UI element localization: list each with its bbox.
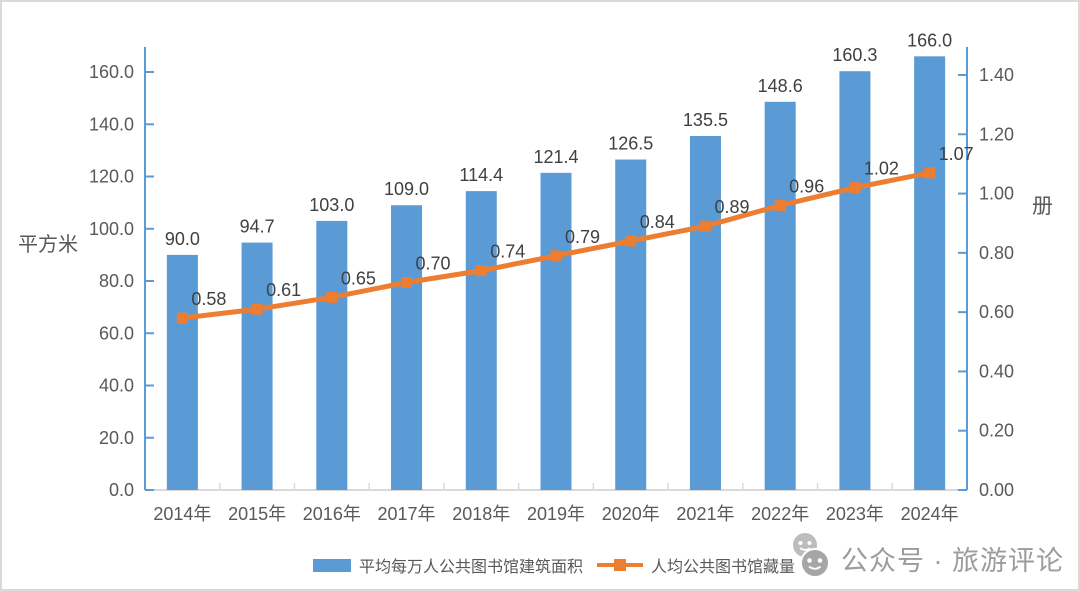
line-data-label: 0.65 xyxy=(341,268,376,288)
line-marker xyxy=(849,182,861,194)
x-axis-category-label: 2020年 xyxy=(602,504,660,524)
bar-data-label: 160.3 xyxy=(832,45,877,65)
line-marker xyxy=(774,199,786,211)
legend-label-line-series: 人均公共图书馆藏量 xyxy=(651,559,796,576)
left-axis-tick-label: 100.0 xyxy=(89,219,134,239)
left-axis-tick-label: 20.0 xyxy=(99,428,134,448)
x-axis-category-label: 2019年 xyxy=(527,504,585,524)
line-data-label: 0.58 xyxy=(191,289,226,309)
left-axis-title: 平方米 xyxy=(18,234,78,256)
line-data-label: 0.96 xyxy=(789,176,824,196)
right-axis-tick-label: 0.60 xyxy=(979,302,1014,322)
line-marker xyxy=(475,265,487,277)
line-marker xyxy=(699,220,711,232)
x-axis-category-label: 2016年 xyxy=(303,504,361,524)
x-axis-category-label: 2023年 xyxy=(826,504,884,524)
left-axis-tick-label: 0.0 xyxy=(109,480,134,500)
bar-data-label: 126.5 xyxy=(608,134,653,154)
line-marker xyxy=(924,167,936,179)
right-axis-tick-label: 1.20 xyxy=(979,124,1014,144)
line-data-label: 0.74 xyxy=(490,242,525,262)
bar-series-swatch-icon xyxy=(312,558,351,572)
x-axis-category-label: 2018年 xyxy=(452,504,510,524)
line-data-label: 0.61 xyxy=(266,280,301,300)
right-axis-tick-label: 0.00 xyxy=(979,480,1014,500)
legend-item-line-series: 人均公共图书馆藏量 xyxy=(597,553,795,577)
bar xyxy=(839,71,871,490)
x-axis-category-label: 2021年 xyxy=(676,504,734,524)
line-marker xyxy=(176,312,188,324)
left-axis-tick-label: 140.0 xyxy=(89,114,134,134)
left-axis-tick-label: 80.0 xyxy=(99,271,134,291)
left-axis-tick-label: 160.0 xyxy=(89,62,134,82)
line-data-label: 0.70 xyxy=(416,254,451,274)
left-axis-tick-label: 60.0 xyxy=(99,323,134,343)
bar xyxy=(540,172,572,490)
legend-item-bar-series: 平均每万人公共图书馆建筑面积 xyxy=(312,553,583,577)
line-data-label: 0.79 xyxy=(565,227,600,247)
chart-plot: 0.0 20.0 40.0 60.0 80.0 100.0 120.0 140.0 160.0 0… xyxy=(89,30,1014,524)
watermark-text: 公众号 · 旅游评论 xyxy=(841,545,1064,576)
x-axis-category-label: 2014年 xyxy=(153,504,211,524)
right-axis-tick-label: 1.40 xyxy=(979,65,1014,85)
legend-label-bar-series: 平均每万人公共图书馆建筑面积 xyxy=(358,559,583,576)
bar-data-label: 94.7 xyxy=(240,217,275,237)
right-axis-tick-label: 0.40 xyxy=(979,361,1014,381)
bar-data-label: 103.0 xyxy=(309,195,354,215)
bar xyxy=(166,254,198,490)
right-axis-tick-label: 0.80 xyxy=(979,243,1014,263)
bar xyxy=(615,159,647,491)
line-data-label: 0.89 xyxy=(714,197,749,217)
right-axis-title: 册 xyxy=(1032,195,1053,218)
bar xyxy=(465,191,497,490)
line-marker xyxy=(625,235,637,247)
right-axis-tick-label: 1.00 xyxy=(979,184,1014,204)
line-series-swatch-icon xyxy=(597,559,643,571)
x-axis-category-label: 2024年 xyxy=(901,504,959,524)
bar xyxy=(689,136,721,490)
bar-data-label: 148.6 xyxy=(758,76,803,96)
watermark: 公众号 · 旅游评论 xyxy=(789,532,1064,584)
left-axis-tick-label: 120.0 xyxy=(89,167,134,187)
line-marker xyxy=(326,291,338,303)
x-axis-category-label: 2022年 xyxy=(751,504,809,524)
bar-data-label: 135.5 xyxy=(683,110,728,130)
bar-data-label: 166.0 xyxy=(907,30,952,50)
line-marker xyxy=(251,303,263,315)
line-data-label: 0.84 xyxy=(640,212,675,232)
bar xyxy=(241,242,273,490)
right-axis-tick-label: 0.20 xyxy=(979,421,1014,441)
line-marker xyxy=(550,250,562,262)
bar xyxy=(764,101,796,490)
bar-data-label: 109.0 xyxy=(384,179,429,199)
x-axis-category-label: 2015年 xyxy=(228,504,286,524)
x-axis-category-label: 2017年 xyxy=(378,504,436,524)
bar xyxy=(316,220,348,490)
wechat-icon xyxy=(793,533,830,578)
line-data-label: 1.02 xyxy=(864,159,899,179)
left-axis-tick-label: 40.0 xyxy=(99,376,134,396)
line-marker xyxy=(401,277,413,288)
bar xyxy=(914,56,946,490)
legend: 平均每万人公共图书馆建筑面积 人均公共图书馆藏量 xyxy=(143,550,965,580)
bar-data-label: 114.4 xyxy=(459,165,503,185)
bar-data-label: 90.0 xyxy=(165,229,200,249)
bar-data-label: 121.4 xyxy=(533,147,578,167)
line-data-label: 1.07 xyxy=(939,144,974,164)
bar xyxy=(391,205,423,491)
